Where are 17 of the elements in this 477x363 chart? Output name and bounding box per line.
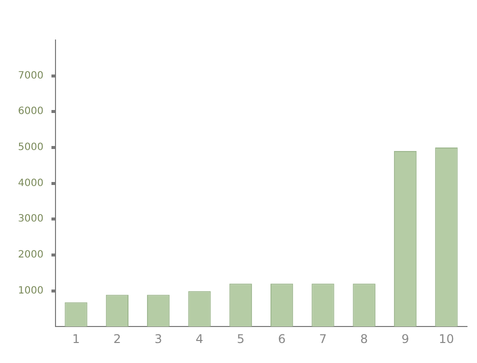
y-tick-label: 1000 [18,285,44,296]
x-tick-label: 2 [113,332,121,346]
x-tick-label: 9 [401,332,410,346]
y-tick-label: 6000 [18,106,44,118]
y-tick-label: 3000 [18,214,44,225]
y-tick-label: 4000 [18,178,44,189]
x-tick-label: 5 [236,332,244,346]
x-tick-label: 7 [319,332,327,346]
x-tick-label: 8 [360,332,368,346]
x-tick-label: 3 [154,332,162,346]
y-tick-label: 7000 [18,70,44,82]
x-tick-label: 10 [438,332,454,346]
x-tick-label: 1 [72,332,80,346]
y-tick-label: 5000 [18,142,44,154]
x-tick-label: 6 [278,332,286,346]
y-tick-label: 2000 [18,250,44,261]
x-tick-label: 4 [196,332,204,346]
